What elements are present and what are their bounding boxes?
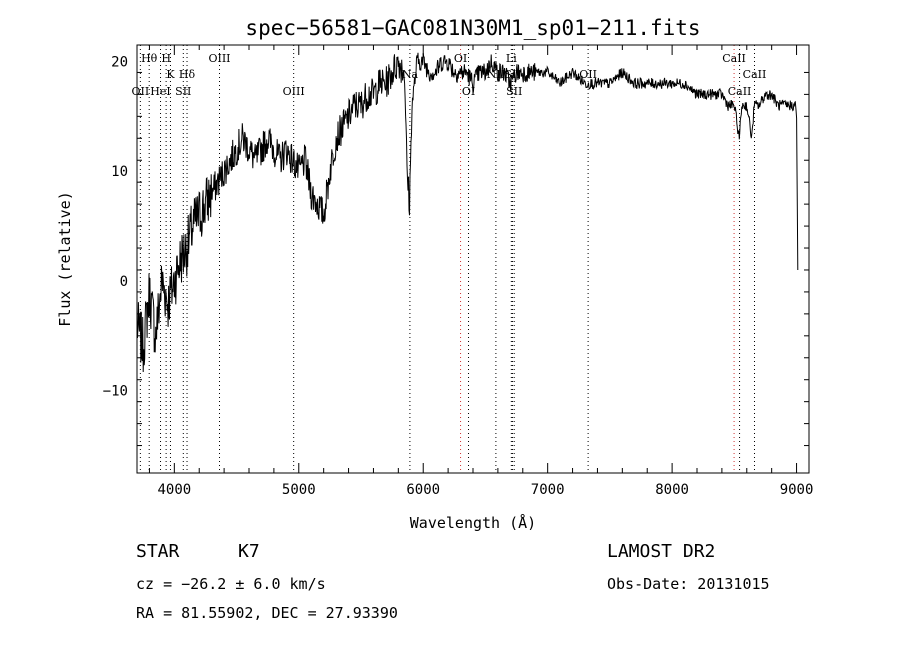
line-label-0: Hθ [141, 52, 158, 65]
spectrum-line [136, 52, 799, 373]
line-label-11: OI [462, 85, 475, 98]
line-label-1: OII [132, 85, 150, 98]
line-label-8: OIII [283, 85, 305, 98]
survey-name: LAMOST DR2 [607, 541, 716, 562]
line-label-12: NII [487, 68, 505, 81]
y-axis-label: Flux (relative) [56, 191, 74, 326]
redshift-velocity: cz = −26.2 ± 6.0 km/s [136, 575, 326, 593]
coordinates: RA = 81.55902, DEC = 27.93390 [136, 604, 398, 622]
y-tick-label-0: −10 [103, 384, 128, 400]
line-label-7: OIII [208, 52, 230, 65]
chart-title: spec−56581−GAC081N30M1_sp01−211.fits [245, 16, 700, 40]
spectrum-series [136, 52, 799, 373]
x-tick-label-1: 5000 [282, 482, 316, 498]
axis-ticks: 4000 5000 6000 7000 8000 9000 −10 0 10 20 [103, 45, 814, 498]
line-label-2: HeI [150, 85, 170, 98]
line-label-17: CaII [722, 52, 746, 65]
y-tick-label-2: 10 [111, 164, 128, 180]
line-label-6: Hδ [179, 68, 196, 81]
line-label-16: OII [579, 68, 597, 81]
line-label-10: OI [454, 52, 467, 65]
x-tick-label-0: 4000 [157, 482, 191, 498]
line-label-18: CaII [728, 85, 752, 98]
line-label-15: SII [506, 85, 522, 98]
y-tick-label-3: 20 [111, 54, 128, 70]
object-class: STAR [136, 541, 180, 562]
x-tick-label-5: 9000 [780, 482, 814, 498]
line-label-3: H [161, 52, 171, 65]
observation-date: Obs-Date: 20131015 [607, 575, 770, 593]
line-label-19: CaII [743, 68, 767, 81]
line-label-9: Na [402, 68, 419, 81]
x-tick-label-2: 6000 [406, 482, 440, 498]
x-tick-label-3: 7000 [531, 482, 565, 498]
line-label-13: Li [506, 52, 517, 65]
plot-frame [136, 44, 810, 474]
y-tick-label-1: 0 [120, 274, 128, 290]
emission-line-markers [139, 45, 755, 473]
x-axis-label: Wavelength (Å) [410, 513, 536, 532]
line-label-4: K [166, 68, 175, 81]
line-label-5: SII [175, 85, 191, 98]
line-label-14: SII [504, 68, 520, 81]
x-tick-label-4: 8000 [655, 482, 689, 498]
object-subclass: K7 [238, 541, 260, 562]
